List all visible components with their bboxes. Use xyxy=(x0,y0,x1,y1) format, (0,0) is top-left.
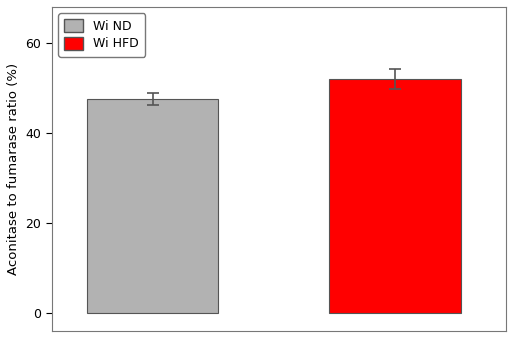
Legend: Wi ND, Wi HFD: Wi ND, Wi HFD xyxy=(58,13,145,57)
Bar xyxy=(87,99,219,313)
Y-axis label: Aconitase to fumarase ratio (%): Aconitase to fumarase ratio (%) xyxy=(7,63,20,275)
Bar xyxy=(329,79,461,313)
